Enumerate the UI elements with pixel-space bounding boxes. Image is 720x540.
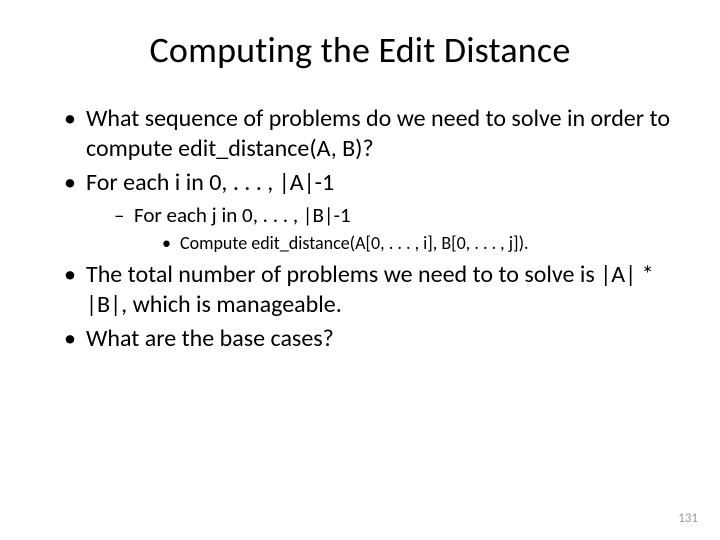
bullet-text: For each j in 0, . . . , |B|-1	[134, 202, 351, 228]
bullet-item: The total number of problems we need to …	[64, 260, 680, 320]
bullet-item: What are the base cases?	[64, 324, 680, 354]
bullet-item: For each i in 0, . . . , |A|-1 For each …	[64, 168, 680, 256]
bullet-item: Compute edit_distance(A[0, . . . , i], B…	[162, 232, 680, 255]
bullet-item: For each j in 0, . . . , |B|-1 Compute e…	[114, 202, 680, 256]
bullet-text: The total number of problems we need to …	[86, 260, 654, 319]
slide-title: Computing the Edit Distance	[40, 28, 680, 72]
page-number: 131	[678, 511, 698, 526]
bullet-item: What sequence of problems do we need to …	[64, 104, 680, 164]
bullet-list-lvl3: Compute edit_distance(A[0, . . . , i], B…	[162, 232, 680, 255]
bullet-text: For each i in 0, . . . , |A|-1	[86, 168, 334, 197]
bullet-text: Compute edit_distance(A[0, . . . , i], B…	[180, 232, 529, 254]
bullet-list-lvl2: For each j in 0, . . . , |B|-1 Compute e…	[114, 202, 680, 256]
slide: Computing the Edit Distance What sequenc…	[0, 0, 720, 540]
bullet-text: What sequence of problems do we need to …	[86, 104, 670, 163]
bullet-text: What are the base cases?	[86, 324, 334, 353]
bullet-list-lvl1: What sequence of problems do we need to …	[64, 104, 680, 354]
